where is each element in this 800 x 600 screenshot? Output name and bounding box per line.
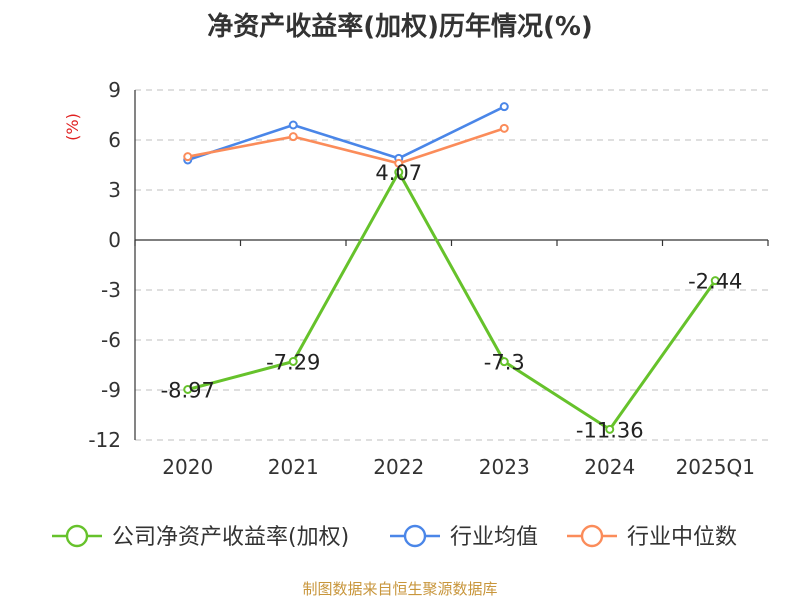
y-tick-label: -12 [88,428,121,452]
x-tick-label: 2021 [268,455,319,479]
data-point [605,424,615,434]
y-tick-label: 9 [108,78,121,102]
data-label-layer: -8.97 -7.29 4.07 -7.3 -11.36 -2.44 [161,161,743,442]
y-tick-label: 3 [108,178,121,202]
data-point [499,357,509,367]
data-point [288,120,298,130]
x-tick-label: 2024 [584,455,635,479]
x-tick-label: 2025Q1 [676,455,755,479]
y-axis-label: (%) [63,113,82,141]
data-point [394,158,404,168]
y-tick-label: 6 [108,128,121,152]
legend-item[interactable]: 行业均值 [390,524,538,550]
chart-title: 净资产收益率(加权)历年情况(%) [207,12,593,42]
legend-label: 行业中位数 [627,525,737,550]
legend-label: 行业均值 [450,525,538,550]
data-point [183,152,193,162]
x-tick-label: 2023 [479,455,530,479]
legend: 公司净资产收益率(加权) 行业均值 行业中位数 [52,524,737,550]
axis-layer: 9 6 3 0 -3 -6 -9 -12 2020 2021 2022 2023 2024 2025Q1 [88,78,769,479]
data-point [499,102,509,112]
series-line [187,170,717,431]
legend-marker [65,524,89,548]
data-point [288,357,298,366]
legend-label: 公司净资产收益率(加权) [112,525,349,550]
legend-marker [580,524,604,548]
x-tick-label: 2020 [162,455,213,479]
legend-marker [403,524,427,548]
series-layer [183,102,720,434]
y-tick-label: -3 [101,278,121,302]
source-note: 制图数据来自恒生聚源数据库 [302,580,498,598]
legend-item[interactable]: 行业中位数 [567,524,737,550]
data-label: -8.97 [161,379,215,403]
data-point [183,385,193,394]
x-tick-label: 2022 [373,455,424,479]
data-label: -7.3 [484,351,525,375]
data-label: 4.07 [375,161,422,185]
series-line [187,127,505,165]
data-point [394,167,404,177]
data-label: -11.36 [576,418,644,442]
data-point [710,276,720,286]
y-tick-label: -9 [101,378,121,402]
data-point [288,132,298,142]
series-line [187,105,505,162]
data-point [499,123,509,133]
data-label: -7.29 [266,351,320,375]
data-label: -2.44 [688,270,742,294]
y-tick-label: -6 [101,328,121,352]
y-tick-label: 0 [108,228,121,252]
legend-item[interactable]: 公司净资产收益率(加权) [52,524,349,550]
